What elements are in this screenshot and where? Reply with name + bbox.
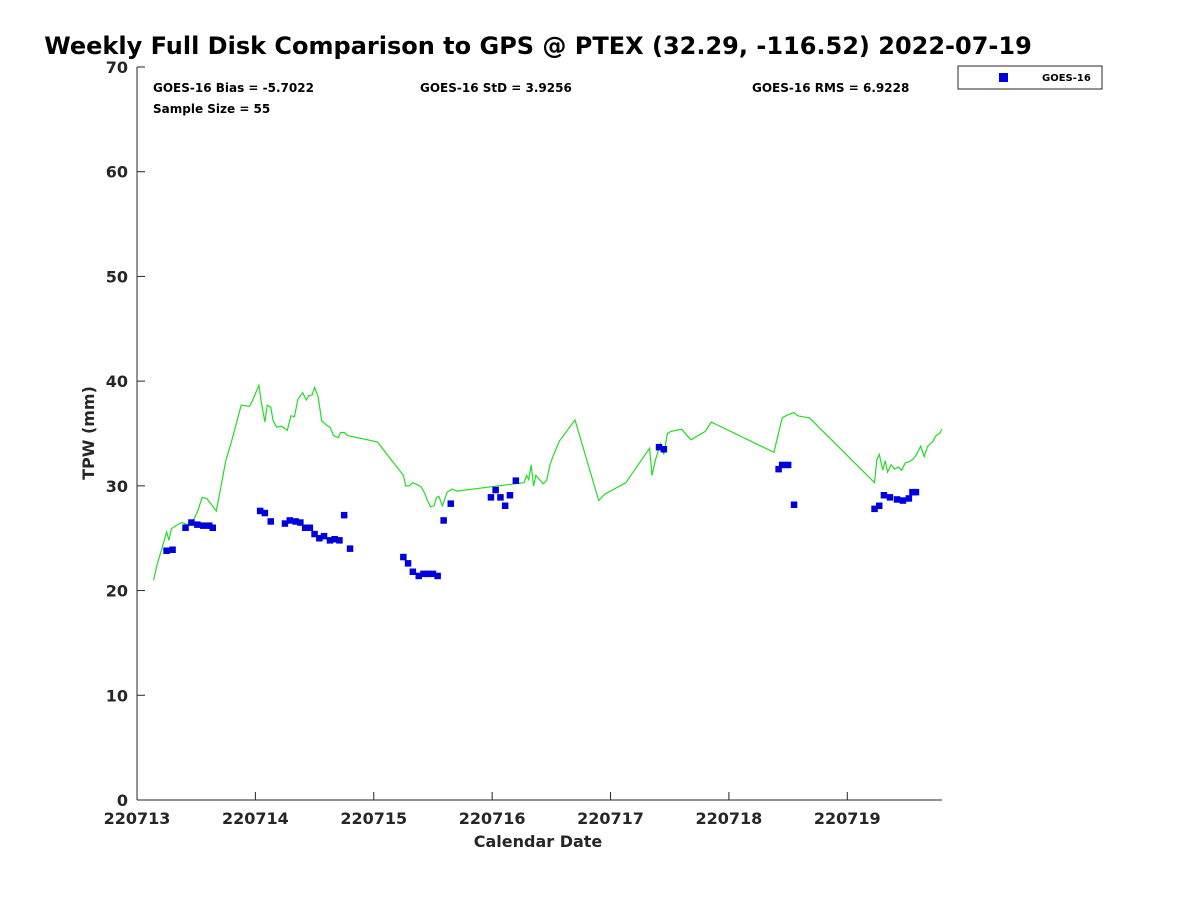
- y-tick-label: 50: [106, 267, 128, 286]
- goes16-data-point: [501, 502, 509, 509]
- goes16-data-point: [169, 546, 176, 553]
- y-axis-label: TPW (mm): [79, 386, 98, 480]
- goes16-data-point: [899, 497, 907, 504]
- goes16-data-point: [876, 502, 883, 509]
- goes-series-layer: [163, 443, 920, 580]
- goes16-data-point: [871, 505, 878, 513]
- goes16-data-point: [256, 507, 264, 515]
- goes16-data-point: [194, 521, 201, 528]
- plot-area: [136, 67, 943, 801]
- legend-box: [957, 65, 1103, 90]
- x-tick-label: 220716: [459, 809, 526, 828]
- goes16-data-point: [886, 494, 894, 501]
- x-axis-label: Calendar Date: [474, 832, 603, 851]
- goes16-data-point: [880, 492, 888, 499]
- goes16-data-point: [331, 536, 338, 543]
- x-tick-label: 220713: [104, 809, 171, 828]
- goes16-data-point: [209, 524, 216, 531]
- goes16-data-point: [492, 486, 499, 494]
- y-tick-label: 30: [106, 477, 128, 496]
- y-axis-ticks: 0 10 20 30 40 50 60 70: [106, 58, 145, 810]
- goes16-data-point: [286, 517, 293, 524]
- goes16-data-point: [905, 495, 913, 502]
- y-tick-label: 20: [106, 582, 128, 601]
- y-tick-label: 10: [106, 686, 128, 705]
- legend: GOES-16: [957, 65, 1103, 90]
- goes16-data-point: [182, 524, 189, 531]
- goes16-data-point: [487, 494, 495, 501]
- goes16-data-point: [404, 560, 412, 567]
- goes16-data-point: [200, 522, 207, 529]
- x-tick-label: 220717: [577, 809, 644, 828]
- std-stat: GOES-16 StD = 3.9256: [420, 81, 572, 95]
- rms-stat: GOES-16 RMS = 6.9228: [752, 81, 909, 95]
- goes16-data-point: [188, 519, 195, 526]
- goes16-data-point: [326, 537, 334, 544]
- goes16-data-point: [292, 518, 299, 525]
- goes16-data-point: [425, 570, 432, 578]
- goes16-data-point: [346, 545, 354, 552]
- bias-stat: GOES-16 Bias = -5.7022: [153, 81, 314, 95]
- gps-series-line: [153, 383, 943, 581]
- goes16-data-point: [281, 520, 289, 527]
- goes16-data-point: [340, 511, 348, 519]
- legend-label-goes16: GOES-16: [1042, 73, 1091, 84]
- goes16-data-point: [893, 496, 901, 503]
- goes16-data-point: [297, 519, 304, 526]
- y-tick-label: 60: [106, 163, 128, 182]
- y-tick-label: 70: [106, 58, 128, 77]
- goes16-data-point: [909, 488, 916, 496]
- x-tick-label: 220719: [814, 809, 881, 828]
- x-axis-ticks: 220713 220714 220715 220716 220717 220718 2207…: [104, 792, 881, 828]
- goes16-data-point: [306, 524, 314, 531]
- goes16-data-point: [440, 517, 447, 524]
- goes16-data-point: [400, 553, 407, 561]
- goes16-data-point: [301, 524, 309, 531]
- x-tick-label: 220714: [222, 809, 289, 828]
- goes16-data-point: [497, 494, 504, 501]
- goes16-data-point: [784, 461, 792, 469]
- goes16-data-point: [420, 570, 427, 578]
- y-tick-label: 40: [106, 372, 128, 391]
- goes16-data-point: [267, 518, 274, 525]
- goes16-data-point: [655, 443, 663, 451]
- goes16-data-point: [660, 446, 668, 453]
- goes16-data-point: [261, 509, 269, 517]
- gps-series-layer: [153, 383, 943, 581]
- chart-title: Weekly Full Disk Comparison to GPS @ PTE…: [44, 32, 1032, 60]
- goes16-data-point: [336, 537, 343, 544]
- sample-size-stat: Sample Size = 55: [153, 102, 270, 116]
- goes16-data-point: [775, 465, 782, 473]
- stats-annotations: GOES-16 Bias = -5.7022 GOES-16 StD = 3.9…: [153, 81, 909, 116]
- goes16-data-point: [429, 570, 437, 578]
- goes16-data-point: [912, 488, 920, 496]
- goes16-data-point: [790, 501, 798, 508]
- plot-frame: [137, 67, 942, 800]
- goes16-data-point: [311, 530, 318, 538]
- goes16-data-point: [434, 572, 441, 580]
- goes16-data-point: [506, 492, 514, 499]
- legend-marker-goes16: [999, 73, 1008, 82]
- goes16-data-point: [512, 477, 520, 484]
- goes16-data-point: [447, 500, 454, 507]
- goes16-data-point: [320, 532, 328, 540]
- goes16-data-point: [409, 568, 417, 575]
- goes16-data-point: [316, 535, 323, 542]
- goes16-data-point: [206, 522, 213, 529]
- goes16-data-point: [163, 547, 170, 554]
- goes16-data-point: [415, 572, 422, 580]
- y-tick-label: 0: [117, 791, 128, 810]
- goes16-data-point: [778, 461, 786, 469]
- x-tick-label: 220715: [340, 809, 407, 828]
- x-tick-label: 220718: [696, 809, 763, 828]
